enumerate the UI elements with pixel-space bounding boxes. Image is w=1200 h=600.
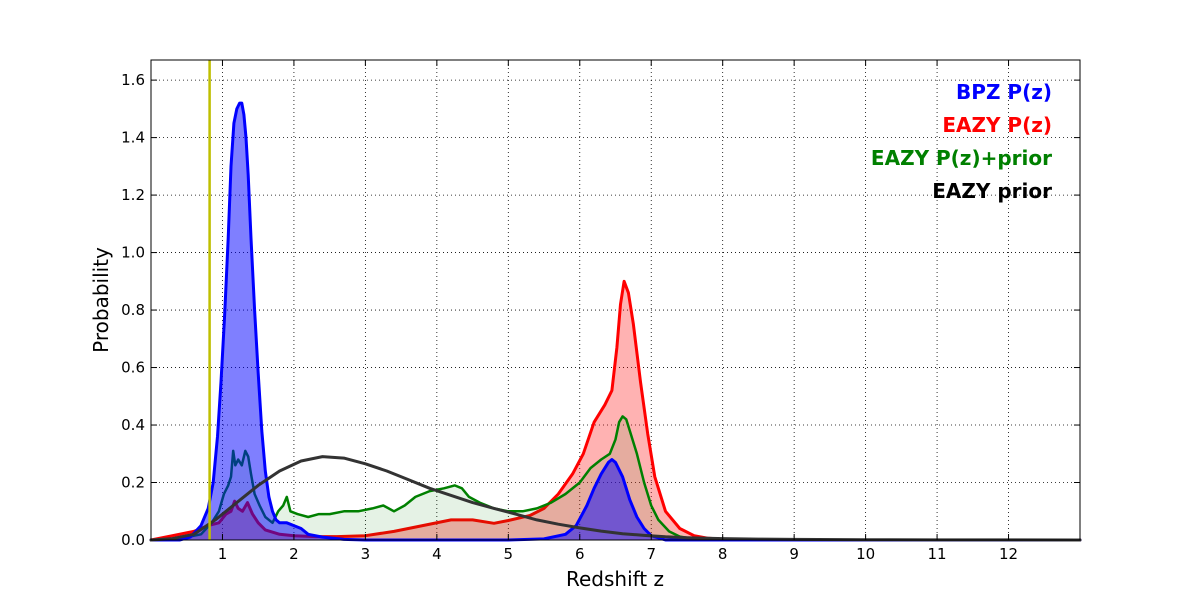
x-axis-title: Redshift z [566, 567, 664, 591]
y-tick-label: 1.0 [121, 244, 145, 262]
y-axis-title: Probability [89, 247, 113, 353]
series-area-0 [151, 281, 1080, 540]
x-tick-label: 6 [575, 545, 585, 563]
x-tick-label: 11 [928, 545, 947, 563]
plot-area [149, 60, 1082, 542]
x-tick-label: 8 [718, 545, 728, 563]
y-tick-label: 0.0 [121, 531, 145, 549]
axes: 1 2 3 4 5 6 7 8 9 10 11 120.00.20.40.60.81.01.21.41… [121, 59, 1081, 563]
x-tick-label: 7 [646, 545, 656, 563]
series-line-3 [149, 455, 1082, 542]
y-tick-label: 0.6 [121, 359, 145, 377]
legend-entry: BPZ P(z) [956, 80, 1052, 104]
legend-entry: EAZY P(z)+prior [871, 146, 1052, 170]
legend-entry: EAZY prior [932, 179, 1052, 203]
y-tick-label: 1.4 [121, 129, 145, 147]
x-tick-label: 1 [218, 545, 228, 563]
y-tick-label: 0.2 [121, 474, 145, 492]
x-tick-label: 10 [856, 545, 875, 563]
y-tick-label: 1.2 [121, 186, 145, 204]
x-tick-label: 12 [999, 545, 1018, 563]
legend: BPZ P(z) EAZY P(z) EAZY P(z)+prior EAZY pri… [871, 80, 1052, 203]
legend-entry: EAZY P(z) [942, 113, 1052, 137]
x-tick-label: 4 [432, 545, 442, 563]
x-tick-label: 9 [789, 545, 799, 563]
plot-frame [150, 59, 1081, 541]
x-tick-label: 2 [289, 545, 299, 563]
y-tick-label: 1.6 [121, 71, 145, 89]
x-tick-label: 5 [504, 545, 514, 563]
y-tick-label: 0.4 [121, 416, 145, 434]
x-tick-label: 3 [361, 545, 371, 563]
y-tick-label: 0.8 [121, 301, 145, 319]
series-line-2 [149, 101, 1082, 542]
